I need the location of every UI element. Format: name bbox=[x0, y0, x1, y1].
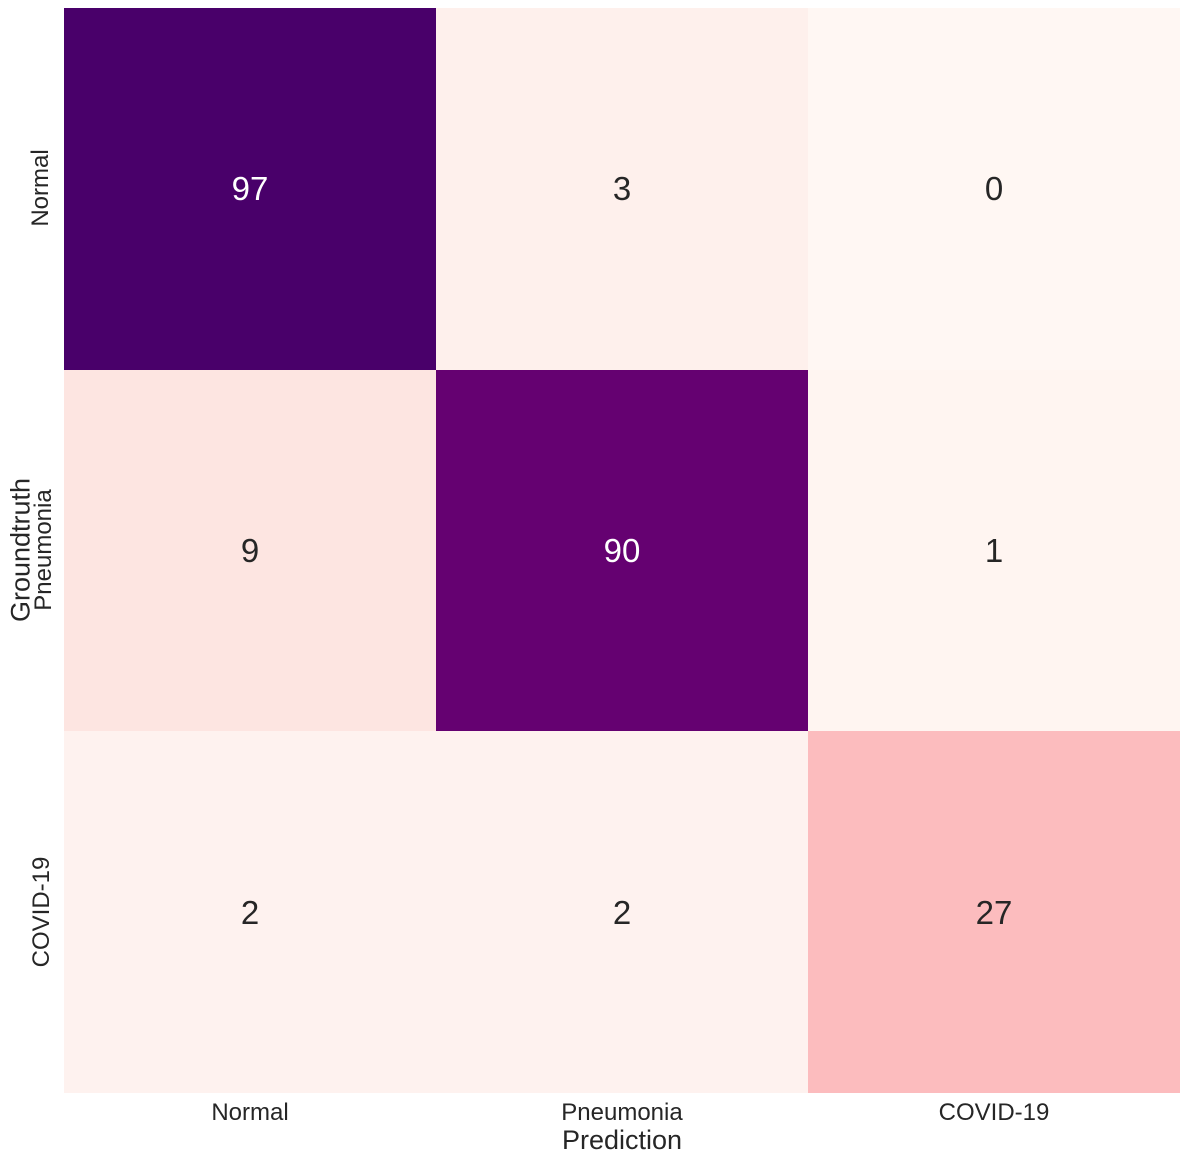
x-tick-pneumonia: Pneumonia bbox=[561, 1099, 683, 1126]
heatmap-cell-covid19-covid19: 27 bbox=[808, 731, 1180, 1093]
heatmap-cell-normal-pneumonia: 3 bbox=[436, 8, 808, 370]
heatmap-cell-covid19-pneumonia: 2 bbox=[436, 731, 808, 1093]
cell-value: 0 bbox=[984, 170, 1004, 208]
heatmap-cell-pneumonia-pneumonia: 90 bbox=[436, 369, 808, 732]
x-tick-covid19: COVID-19 bbox=[938, 1099, 1050, 1126]
y-tick-normal: Normal bbox=[27, 149, 54, 227]
cell-value: 90 bbox=[603, 531, 641, 569]
cell-value: 2 bbox=[240, 893, 260, 931]
y-tick-covid19: COVID-19 bbox=[28, 856, 55, 968]
cell-value: 1 bbox=[984, 531, 1004, 569]
cell-value: 9 bbox=[240, 531, 260, 569]
x-axis-label: Prediction bbox=[561, 1125, 683, 1155]
cell-value: 3 bbox=[612, 170, 632, 208]
heatmap-cell-normal-normal: 97 bbox=[64, 8, 436, 370]
cell-value: 97 bbox=[231, 170, 269, 208]
heatmap-cell-covid19-normal: 2 bbox=[64, 731, 436, 1093]
x-tick-normal: Normal bbox=[211, 1099, 289, 1126]
confusion-matrix-heatmap: 97 3 0 9 90 1 2 2 27 bbox=[64, 8, 1180, 1093]
heatmap-cell-pneumonia-covid19: 1 bbox=[808, 369, 1180, 732]
y-tick-pneumonia: Pneumonia bbox=[30, 489, 57, 611]
heatmap-cell-normal-covid19: 0 bbox=[808, 8, 1180, 370]
cell-value: 27 bbox=[975, 893, 1013, 931]
heatmap-cell-pneumonia-normal: 9 bbox=[64, 369, 436, 732]
cell-value: 2 bbox=[612, 893, 632, 931]
y-axis-label: Groundtruth bbox=[5, 477, 36, 623]
